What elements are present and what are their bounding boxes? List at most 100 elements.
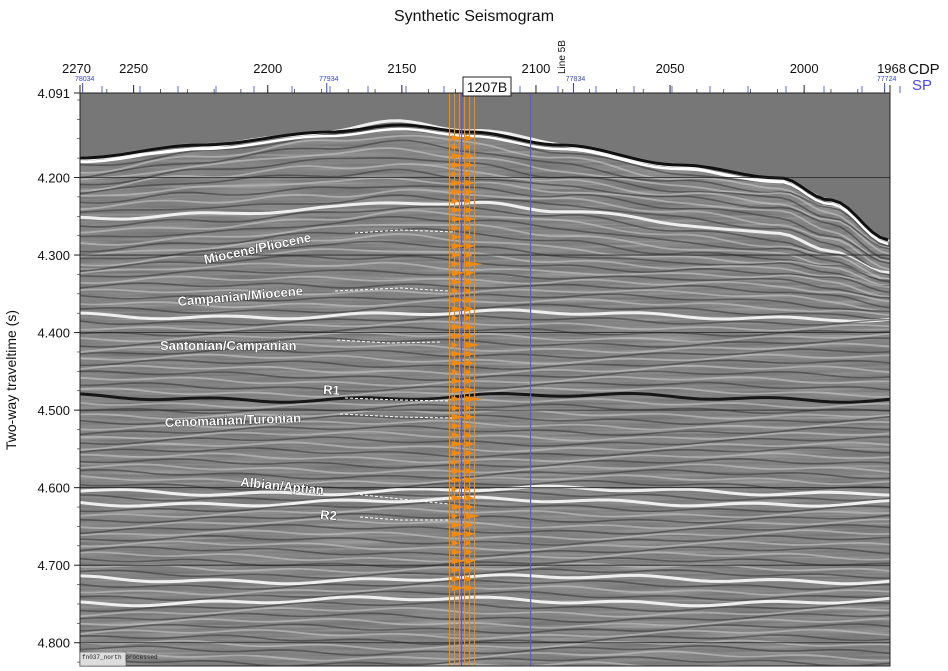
horizon-pick-1	[334, 287, 449, 292]
reflector-94	[80, 661, 748, 666]
well-wiggle	[451, 279, 474, 285]
well-wiggle	[451, 468, 475, 474]
reflector-40	[80, 364, 890, 376]
reflector-15	[80, 215, 890, 281]
well-wiggle	[451, 513, 481, 519]
reflector-65	[80, 501, 890, 513]
cdp-tick-label-7: 1968	[877, 61, 906, 76]
sp-axis-title: SP	[912, 77, 932, 94]
well-wiggle	[451, 315, 471, 321]
well-wiggle	[451, 306, 475, 312]
reflector-80	[80, 584, 890, 596]
well-wiggle	[451, 243, 476, 249]
reflector-2	[80, 134, 890, 243]
reflector-81	[80, 590, 890, 602]
well-wiggle	[451, 171, 470, 177]
cdp-tick-label-2: 2200	[253, 61, 282, 76]
reflector-43	[80, 381, 890, 393]
well-wiggle	[451, 261, 483, 267]
reflector-45	[80, 391, 890, 404]
seafloor-bright	[80, 127, 889, 246]
cdp-tick-label-0: 2270	[62, 61, 91, 76]
horizon-pick-3	[344, 397, 451, 402]
reflector-13	[80, 205, 890, 276]
well-wiggle	[451, 486, 471, 492]
reflector-71	[80, 534, 890, 546]
well-wiggle	[451, 207, 474, 213]
reflector-69	[80, 524, 890, 535]
reflector-73	[80, 545, 890, 557]
reflector-91	[80, 645, 890, 657]
well-wiggle	[451, 333, 475, 339]
reflector-87	[80, 623, 890, 635]
reflector-61	[80, 480, 890, 491]
well-wiggle	[451, 351, 475, 357]
well-wiggle	[451, 270, 476, 276]
well-wiggle	[451, 423, 473, 429]
horizon-pick-5	[354, 493, 450, 505]
reflector-10	[80, 188, 890, 271]
plot-area	[79, 92, 891, 667]
reflector-34	[80, 331, 890, 343]
reflector-92	[80, 650, 890, 662]
water-column	[80, 93, 890, 238]
cdp-tick-label-4: 2100	[521, 61, 550, 76]
reflector-62	[80, 484, 890, 497]
y-tick-label-0: 4.091	[37, 86, 70, 101]
well-wiggle	[451, 180, 475, 186]
reflector-18	[80, 232, 890, 287]
reflector-51	[80, 425, 890, 437]
reflector-84	[80, 607, 890, 618]
reflector-76	[80, 562, 890, 574]
reflector-20	[80, 248, 890, 288]
well-wiggle	[451, 540, 472, 546]
y-axis-title: Two-way traveltime (s)	[3, 310, 19, 450]
reflector-30	[80, 308, 890, 323]
reflector-17	[80, 227, 890, 283]
well-wiggle	[451, 432, 472, 438]
well-wiggle	[451, 252, 473, 258]
cdp-tick-label-1: 2250	[119, 61, 148, 76]
corner-tag: fn037_north processed	[79, 651, 158, 667]
reflector-37	[80, 348, 890, 359]
reflector-33	[80, 325, 890, 337]
y-tick-label-7: 4.800	[37, 636, 70, 651]
reflector-74	[80, 551, 890, 563]
well-wiggle	[451, 324, 475, 330]
reflector-41	[80, 370, 890, 381]
well-wiggle	[451, 405, 473, 411]
reflector-47	[80, 403, 890, 415]
well-wiggle	[451, 369, 472, 375]
well-wiggle	[451, 414, 476, 420]
cdp-axis-title: CDP	[908, 61, 940, 78]
reflector-52	[80, 430, 890, 442]
chart-title: Synthetic Seismogram	[393, 8, 555, 25]
reflector-89	[80, 634, 890, 645]
crossing-line-label: Line 5B	[557, 40, 568, 74]
reflector-29	[80, 303, 890, 321]
reflector-56	[80, 452, 890, 464]
horizon-pick-2	[336, 339, 442, 344]
well-wiggle	[451, 189, 475, 195]
well-wiggle	[451, 450, 474, 456]
sp-tick-label-1: 77934	[319, 76, 339, 83]
reflector-12	[80, 200, 890, 275]
reflector-42	[80, 376, 890, 387]
reflector-31	[80, 314, 890, 326]
cdp-axis: 2270 2250 2200 2150 2100 2050 2000 1968 78034 779…	[62, 61, 906, 94]
well-wiggle	[451, 495, 475, 501]
reflector-93	[80, 656, 890, 666]
reflector-22	[80, 261, 890, 298]
reflector-21	[80, 255, 890, 294]
horizon-label-6: R2	[320, 507, 338, 523]
well-wiggle	[451, 153, 475, 159]
well-label: 1207B	[467, 79, 507, 95]
well-wiggle	[451, 378, 474, 384]
well-wiggle	[451, 162, 475, 168]
well-wiggle	[451, 198, 471, 204]
reflector-36	[80, 342, 890, 354]
corner-tag-text: fn037_north processed	[82, 654, 158, 661]
well-wiggle	[451, 225, 472, 231]
reflector-82	[80, 595, 890, 608]
